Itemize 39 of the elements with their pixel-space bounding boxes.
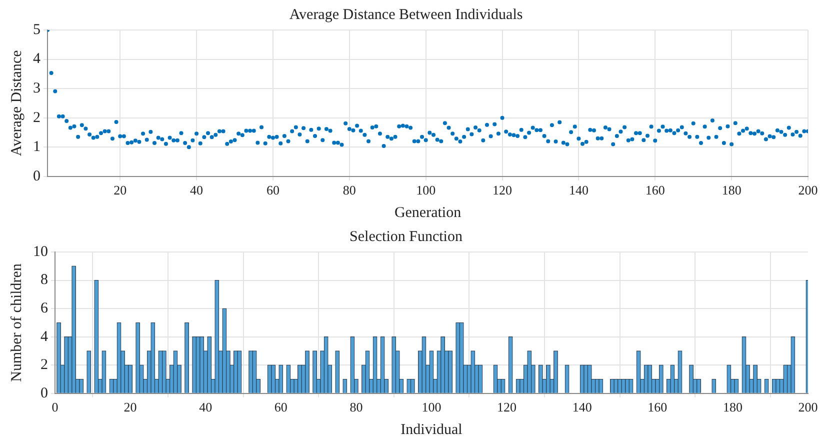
y-tick-label: 8 <box>40 272 48 288</box>
x-tick-label: 40 <box>199 400 212 415</box>
x-axis-title: Individual <box>400 422 462 438</box>
x-tick-label: 120 <box>492 182 512 198</box>
y-tick-label: 5 <box>33 22 40 38</box>
chart-title: Average Distance Between Individuals <box>289 6 523 23</box>
x-axis-title: Generation <box>394 204 462 221</box>
y-axis-title: Average Distance <box>8 50 25 156</box>
x-tick-label: 80 <box>350 400 363 415</box>
y-tick-label: 4 <box>33 51 41 68</box>
x-tick-label: 160 <box>645 182 665 198</box>
x-tick-label: 200 <box>798 182 818 198</box>
chart-title: Selection Function <box>350 228 463 245</box>
y-tick-label: 0 <box>33 168 40 184</box>
x-tick-label: 120 <box>497 400 517 415</box>
x-tick-label: 140 <box>568 182 588 198</box>
x-tick-label: 40 <box>190 182 204 198</box>
x-tick-label: 20 <box>114 182 127 198</box>
x-tick-label: 140 <box>572 400 592 415</box>
x-tick-label: 20 <box>124 400 137 415</box>
y-tick-label: 3 <box>33 80 40 96</box>
y-tick-label: 0 <box>40 385 48 402</box>
x-tick-label: 0 <box>52 400 58 415</box>
x-tick-label: 180 <box>722 182 742 198</box>
y-tick-label: 1 <box>33 139 40 156</box>
x-tick-label: 100 <box>416 182 436 198</box>
x-tick-label: 80 <box>342 182 356 198</box>
x-tick-label: 200 <box>798 400 818 415</box>
x-tick-label: 60 <box>266 182 280 198</box>
y-axis-title: Number of children <box>8 263 25 382</box>
x-tick-label: 180 <box>722 400 742 415</box>
x-tick-label: 100 <box>422 400 442 415</box>
y-tick-label: 4 <box>40 328 48 345</box>
y-tick-label: 10 <box>33 244 48 260</box>
y-tick-label: 2 <box>40 357 48 374</box>
y-tick-label: 2 <box>33 110 40 126</box>
x-tick-label: 60 <box>274 400 288 415</box>
y-tick-label: 6 <box>40 300 48 316</box>
x-tick-label: 160 <box>648 400 668 415</box>
